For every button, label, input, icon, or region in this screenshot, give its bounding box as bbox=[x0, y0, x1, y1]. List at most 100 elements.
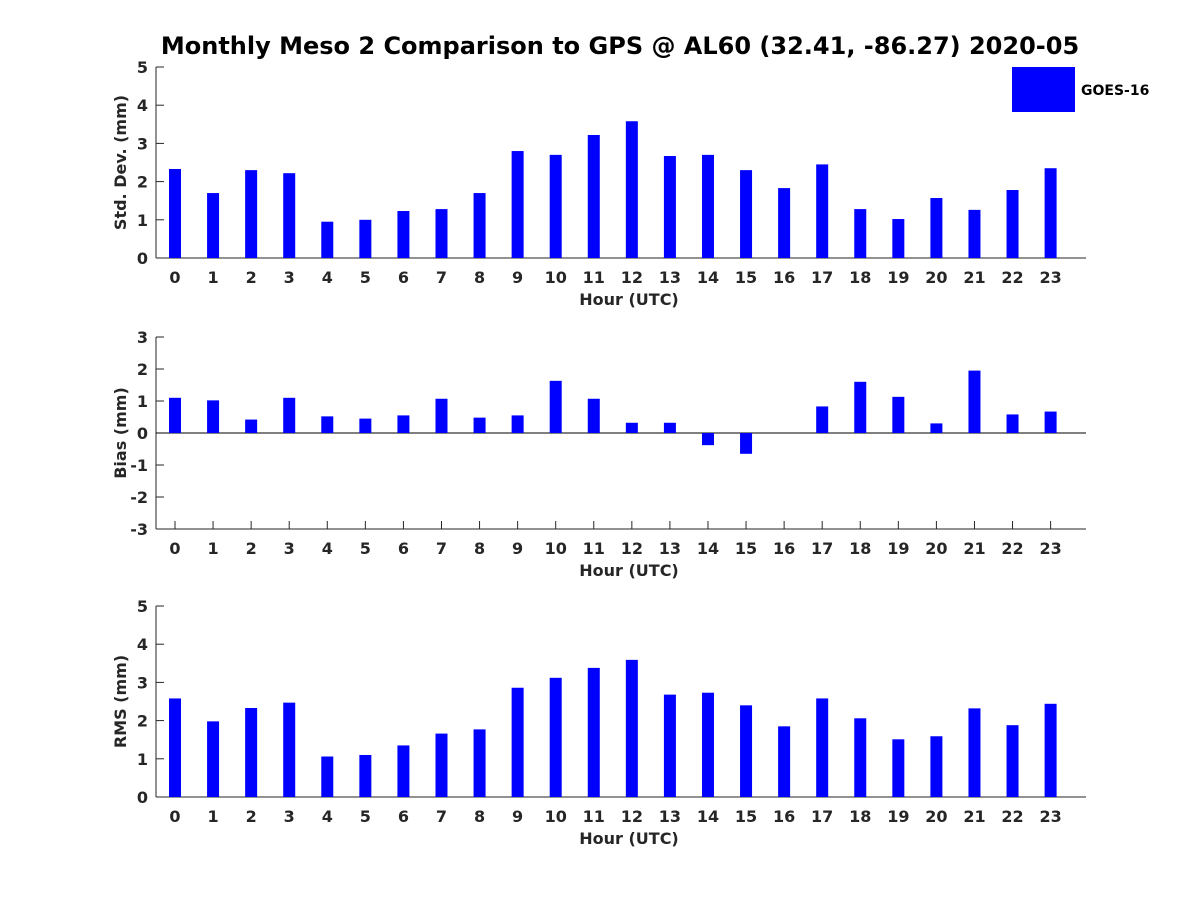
x-tick-label: 20 bbox=[925, 539, 947, 558]
bar bbox=[359, 754, 372, 797]
legend-label: GOES-16 bbox=[1081, 83, 1149, 99]
bar bbox=[968, 370, 981, 433]
y-tick-label: 5 bbox=[137, 597, 148, 616]
bar bbox=[473, 193, 486, 258]
x-tick-label: 4 bbox=[322, 268, 333, 287]
x-tick-label: 18 bbox=[849, 268, 871, 287]
x-axis-label: Hour (UTC) bbox=[579, 561, 679, 580]
y-tick-label: 1 bbox=[137, 750, 148, 769]
x-tick-label: 23 bbox=[1039, 539, 1061, 558]
x-tick-label: 5 bbox=[360, 807, 371, 826]
x-tick-label: 11 bbox=[583, 268, 605, 287]
x-axis-label: Hour (UTC) bbox=[579, 290, 679, 309]
x-tick-label: 17 bbox=[811, 807, 833, 826]
bar bbox=[625, 121, 638, 258]
bar bbox=[511, 415, 524, 433]
bar bbox=[283, 702, 296, 797]
chart-title: Monthly Meso 2 Comparison to GPS @ AL60 … bbox=[161, 32, 1079, 60]
y-tick-label: 5 bbox=[137, 58, 148, 77]
bar bbox=[321, 221, 334, 258]
y-tick-label: -3 bbox=[130, 520, 148, 539]
x-tick-label: 1 bbox=[207, 807, 218, 826]
x-tick-label: 13 bbox=[659, 807, 681, 826]
bar bbox=[169, 698, 181, 797]
x-tick-label: 18 bbox=[849, 807, 871, 826]
bar bbox=[245, 707, 258, 797]
bar bbox=[1006, 414, 1019, 433]
y-tick-label: 2 bbox=[137, 712, 148, 731]
x-tick-label: 5 bbox=[360, 539, 371, 558]
x-axis-label: Hour (UTC) bbox=[579, 829, 679, 848]
bar bbox=[625, 659, 638, 797]
bar bbox=[473, 729, 486, 797]
x-tick-label: 6 bbox=[398, 268, 409, 287]
x-tick-label: 3 bbox=[284, 807, 295, 826]
bar bbox=[701, 154, 714, 258]
bar bbox=[1044, 168, 1057, 258]
x-tick-label: 21 bbox=[963, 807, 985, 826]
x-tick-label: 10 bbox=[545, 807, 567, 826]
x-tick-label: 5 bbox=[360, 268, 371, 287]
bar bbox=[435, 398, 448, 433]
bar bbox=[359, 418, 372, 433]
x-tick-label: 21 bbox=[963, 539, 985, 558]
x-tick-label: 11 bbox=[583, 807, 605, 826]
x-tick-label: 20 bbox=[925, 268, 947, 287]
x-tick-label: 12 bbox=[621, 539, 643, 558]
x-tick-label: 0 bbox=[169, 807, 180, 826]
x-tick-label: 16 bbox=[773, 268, 795, 287]
bar bbox=[968, 708, 981, 797]
bar bbox=[549, 154, 562, 258]
x-tick-label: 0 bbox=[169, 268, 180, 287]
x-tick-label: 2 bbox=[246, 539, 257, 558]
bar bbox=[1044, 703, 1057, 797]
bar bbox=[854, 718, 867, 797]
x-tick-label: 14 bbox=[697, 807, 719, 826]
x-tick-label: 0 bbox=[169, 539, 180, 558]
bar bbox=[283, 397, 296, 433]
legend-swatch bbox=[1012, 67, 1075, 112]
bar bbox=[397, 211, 410, 258]
bar bbox=[625, 422, 638, 433]
x-tick-label: 4 bbox=[322, 807, 333, 826]
bar bbox=[397, 415, 410, 433]
x-tick-label: 14 bbox=[697, 539, 719, 558]
x-tick-label: 7 bbox=[436, 268, 447, 287]
bar bbox=[663, 422, 676, 433]
x-tick-label: 15 bbox=[735, 807, 757, 826]
bar bbox=[207, 721, 220, 797]
bar bbox=[587, 398, 600, 433]
bar bbox=[778, 188, 791, 258]
x-tick-label: 4 bbox=[322, 539, 333, 558]
x-tick-label: 19 bbox=[887, 807, 909, 826]
bar bbox=[968, 209, 981, 258]
bar bbox=[473, 417, 486, 433]
bar bbox=[511, 151, 524, 258]
bar bbox=[701, 433, 714, 446]
x-tick-label: 13 bbox=[659, 268, 681, 287]
bar bbox=[549, 380, 562, 433]
bar bbox=[435, 209, 448, 258]
bar bbox=[892, 396, 905, 433]
y-axis-label: Std. Dev. (mm) bbox=[111, 95, 130, 230]
bar bbox=[663, 156, 676, 258]
y-tick-label: 2 bbox=[137, 173, 148, 192]
y-tick-label: -2 bbox=[130, 488, 148, 507]
x-tick-label: 6 bbox=[398, 807, 409, 826]
x-tick-label: 19 bbox=[887, 539, 909, 558]
x-tick-label: 16 bbox=[773, 539, 795, 558]
bar bbox=[207, 193, 220, 258]
bar bbox=[321, 756, 334, 797]
bar bbox=[930, 423, 943, 433]
y-tick-label: 4 bbox=[137, 635, 148, 654]
y-axis-label: Bias (mm) bbox=[111, 387, 130, 479]
x-tick-label: 20 bbox=[925, 807, 947, 826]
bar bbox=[1006, 190, 1019, 258]
x-tick-label: 1 bbox=[207, 539, 218, 558]
x-tick-label: 9 bbox=[512, 539, 523, 558]
legend: GOES-16 bbox=[1012, 67, 1149, 112]
x-tick-label: 22 bbox=[1001, 807, 1023, 826]
y-tick-label: 4 bbox=[137, 96, 148, 115]
